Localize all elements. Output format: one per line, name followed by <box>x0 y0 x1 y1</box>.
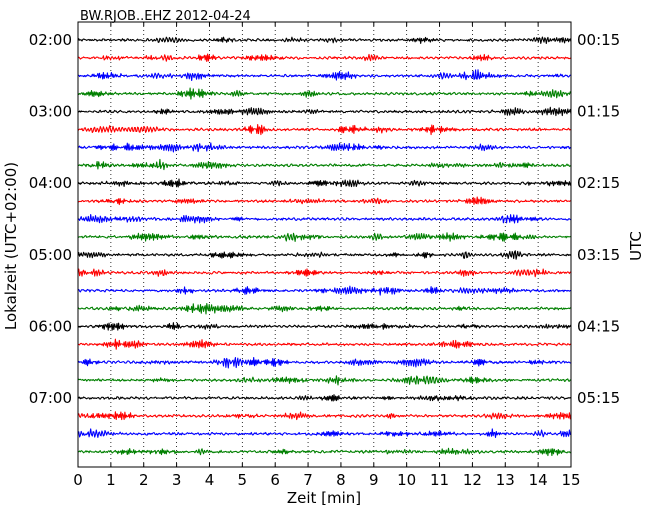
y-tick-label-left: 02:00 <box>29 31 72 49</box>
plot-frame <box>77 21 572 468</box>
left-y-axis: 02:00 03:00 04:00 05:00 06:00 07:00 <box>29 31 82 407</box>
seismogram-trace <box>78 285 572 296</box>
seismogram-trace <box>77 178 572 188</box>
seismogram-trace <box>77 338 572 350</box>
seismogram-traces <box>77 36 572 457</box>
x-tick-label: 11 <box>430 471 449 489</box>
seismogram-trace <box>77 69 571 82</box>
y-tick-label-left: 03:00 <box>29 103 72 121</box>
seismogram-trace <box>77 36 572 45</box>
x-tick-label: 3 <box>172 471 182 489</box>
seismogram-trace <box>77 106 572 117</box>
y-tick-label-left: 05:00 <box>29 246 72 264</box>
seismogram-trace <box>77 196 572 206</box>
x-tick-label: 8 <box>336 471 346 489</box>
x-tick-label: 2 <box>139 471 149 489</box>
y-tick-label-left: 06:00 <box>29 317 72 335</box>
seismogram-trace <box>77 322 572 331</box>
seismogram-trace <box>77 250 572 260</box>
seismogram-trace <box>77 142 572 153</box>
y-tick-label-right: 00:15 <box>577 31 620 49</box>
y-tick-label-right: 02:15 <box>577 174 620 192</box>
y-tick-label-right: 03:15 <box>577 246 620 264</box>
y-tick-label-right: 04:15 <box>577 317 620 335</box>
x-tick-label: 14 <box>529 471 548 489</box>
x-tick-label: 5 <box>238 471 248 489</box>
seismogram-trace <box>77 375 572 386</box>
y-tick-label-left: 04:00 <box>29 174 72 192</box>
y-axis-label-right: UTC <box>627 231 645 261</box>
seismogram-trace <box>77 303 572 315</box>
x-tick-label: 15 <box>561 471 580 489</box>
x-tick-label: 0 <box>73 471 83 489</box>
y-axis-label-left: Lokalzeit (UTC+02:00) <box>2 162 20 330</box>
x-tick-label: 9 <box>369 471 379 489</box>
seismogram-trace <box>77 356 571 369</box>
x-tick-label: 12 <box>463 471 482 489</box>
x-axis-label: Zeit [min] <box>287 489 361 507</box>
seismogram-trace <box>77 87 572 100</box>
x-tick-label: 13 <box>496 471 515 489</box>
chart-title: BW.RJOB..EHZ 2012-04-24 <box>80 9 251 24</box>
seismogram-trace <box>77 232 572 242</box>
x-axis: 0 1 2 3 4 5 6 7 8 9 10 11 12 13 14 15 <box>73 22 581 489</box>
seismogram-trace <box>77 158 572 171</box>
x-tick-label: 4 <box>205 471 215 489</box>
seismogram-trace <box>77 123 572 136</box>
y-tick-label-right: 05:15 <box>577 389 620 407</box>
seismogram-trace <box>77 268 572 278</box>
y-tick-label-left: 07:00 <box>29 389 72 407</box>
seismogram-trace <box>77 411 572 421</box>
seismogram-trace <box>77 394 572 402</box>
seismogram-trace <box>77 428 572 438</box>
x-tick-label: 6 <box>270 471 280 489</box>
x-tick-label: 10 <box>397 471 416 489</box>
seismogram-trace <box>77 53 572 62</box>
right-y-axis: 00:15 01:15 02:15 03:15 04:15 05:15 <box>567 31 620 407</box>
y-tick-label-right: 01:15 <box>577 103 620 121</box>
seismogram-trace <box>77 214 572 224</box>
x-tick-label: 7 <box>303 471 313 489</box>
seismogram-trace <box>77 447 572 457</box>
x-tick-label: 1 <box>106 471 116 489</box>
